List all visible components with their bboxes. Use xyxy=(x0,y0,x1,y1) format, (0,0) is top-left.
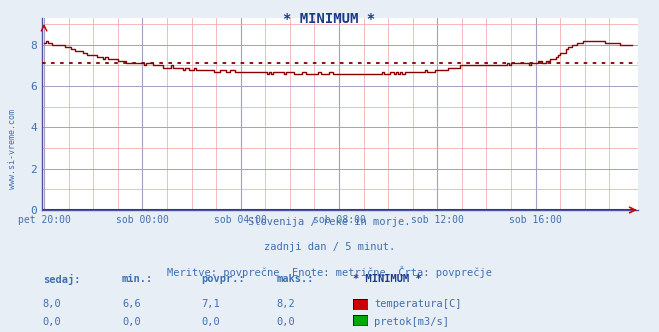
Text: pretok[m3/s]: pretok[m3/s] xyxy=(374,317,449,327)
Text: Slovenija / reke in morje.: Slovenija / reke in morje. xyxy=(248,217,411,227)
Text: min.:: min.: xyxy=(122,274,153,284)
Text: sedaj:: sedaj: xyxy=(43,274,80,285)
Text: maks.:: maks.: xyxy=(277,274,314,284)
Text: Meritve: povprečne  Enote: metrične  Črta: povprečje: Meritve: povprečne Enote: metrične Črta:… xyxy=(167,266,492,278)
Text: 0,0: 0,0 xyxy=(43,317,61,327)
Text: 0,0: 0,0 xyxy=(277,317,295,327)
Text: temperatura[C]: temperatura[C] xyxy=(374,299,462,309)
Text: www.si-vreme.com: www.si-vreme.com xyxy=(8,110,17,189)
Text: 8,2: 8,2 xyxy=(277,299,295,309)
Text: povpr.:: povpr.: xyxy=(201,274,244,284)
Text: zadnji dan / 5 minut.: zadnji dan / 5 minut. xyxy=(264,242,395,252)
Text: 0,0: 0,0 xyxy=(201,317,219,327)
Text: 8,0: 8,0 xyxy=(43,299,61,309)
Text: * MINIMUM *: * MINIMUM * xyxy=(353,274,421,284)
Text: 0,0: 0,0 xyxy=(122,317,140,327)
Text: 6,6: 6,6 xyxy=(122,299,140,309)
Text: * MINIMUM *: * MINIMUM * xyxy=(283,12,376,26)
Text: 7,1: 7,1 xyxy=(201,299,219,309)
